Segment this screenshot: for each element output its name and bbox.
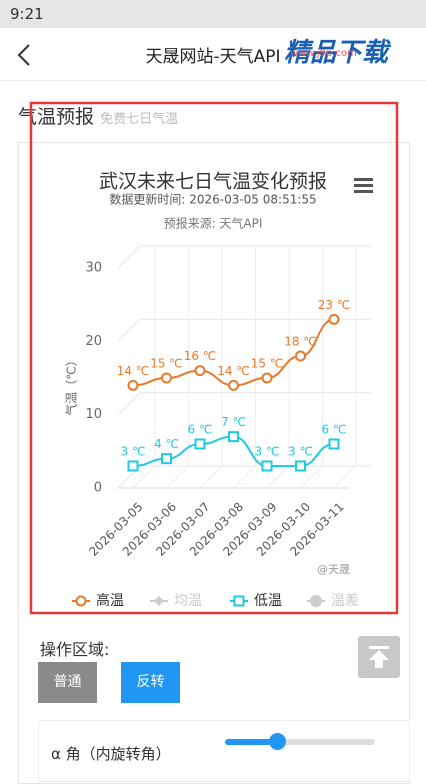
point <box>228 379 239 391</box>
legend-label[interactable]: 低温 <box>254 593 282 609</box>
time: 9:21 <box>10 5 44 23</box>
credit: @天晟 <box>317 563 350 576</box>
data-label: 3 ℃ <box>121 445 146 459</box>
point <box>295 460 306 472</box>
data-label: 3 ℃ <box>255 445 280 459</box>
point <box>261 372 273 384</box>
back-button[interactable] <box>14 42 34 68</box>
legend-marker <box>233 595 245 607</box>
grid-floor <box>233 465 256 489</box>
data-label: 14 ℃ <box>117 364 150 378</box>
point <box>328 438 340 450</box>
section-title: 气温预报 免费七日气温 <box>18 102 178 129</box>
point <box>194 438 206 450</box>
data-label: 14 ℃ <box>217 364 250 378</box>
watermark-url: www.j9p.com <box>290 48 357 59</box>
menu-icon[interactable] <box>354 178 373 193</box>
grid-floor <box>333 465 357 489</box>
y-tick-label: 0 <box>94 481 102 496</box>
chart-source: 预报来源: 天气API <box>164 216 263 231</box>
legend-label[interactable]: 高温 <box>96 592 124 609</box>
legend-marker <box>154 596 164 606</box>
button[interactable]: 普通 <box>38 662 97 703</box>
watermark-brand: 精品下载 <box>284 38 389 68</box>
grid-floor <box>266 465 290 489</box>
grid-line <box>117 392 141 416</box>
grid-floor <box>166 465 189 489</box>
point <box>161 372 172 384</box>
legend-label[interactable]: 均温 <box>174 593 202 609</box>
y-tick-label: 30 <box>85 261 102 276</box>
chart-subtitle: 数据更新时间: 2026-03-05 08:51:55 <box>109 192 316 207</box>
chart: 武汉未来七日气温变化预报 数据更新时间: 2026-03-05 08:51:55… <box>29 101 399 615</box>
section-title-text: 气温预报 <box>18 106 95 128</box>
data-label: 6 ℃ <box>188 423 213 437</box>
y-axis-label: 气温（℃） <box>64 354 79 415</box>
section-subtitle: 免费七日气温 <box>100 112 179 127</box>
slider-knob[interactable] <box>269 733 286 750</box>
controls-title: 操作区域: <box>40 640 110 659</box>
legend-marker <box>310 595 322 607</box>
data-label: 18 ℃ <box>284 335 317 349</box>
chart-title: 武汉未来七日气温变化预报 <box>99 171 327 193</box>
slider-track <box>225 739 375 745</box>
point <box>261 460 273 472</box>
point <box>328 313 340 325</box>
grid-floor <box>300 465 323 489</box>
point <box>127 379 139 391</box>
highlight-box <box>29 101 399 615</box>
data-label: 4 ℃ <box>154 437 179 451</box>
data-label: 15 ℃ <box>251 357 284 371</box>
point <box>161 453 172 465</box>
data-label: 7 ℃ <box>221 415 246 429</box>
data-label: 16 ℃ <box>184 349 217 363</box>
point <box>194 365 206 377</box>
nav-bar: 天晟网站-天气API 精品下载 www.j9p.com <box>0 28 426 81</box>
grid-line <box>117 318 141 342</box>
legend-marker <box>75 595 87 607</box>
data-label: 6 ℃ <box>322 423 347 437</box>
y-tick-label: 10 <box>85 407 102 422</box>
data-label: 3 ℃ <box>288 445 313 459</box>
grid-floor <box>132 465 156 489</box>
slider-label: α 角（内旋转角） <box>51 745 171 763</box>
button[interactable]: 反转 <box>121 662 180 703</box>
point <box>295 350 306 362</box>
legend-label[interactable]: 温差 <box>331 593 359 609</box>
slider-card: α 角（内旋转角） <box>38 720 410 782</box>
grid-floor <box>199 465 223 489</box>
y-tick-label: 20 <box>85 334 102 349</box>
grid-line <box>117 245 141 269</box>
data-label: 23 ℃ <box>318 298 351 312</box>
point <box>228 431 239 443</box>
nav-title: 天晟网站-天气API <box>145 47 281 67</box>
status-bar: 9:21 <box>0 0 426 28</box>
point <box>127 460 139 472</box>
data-label: 15 ℃ <box>150 357 183 371</box>
upload-button[interactable] <box>358 636 400 678</box>
